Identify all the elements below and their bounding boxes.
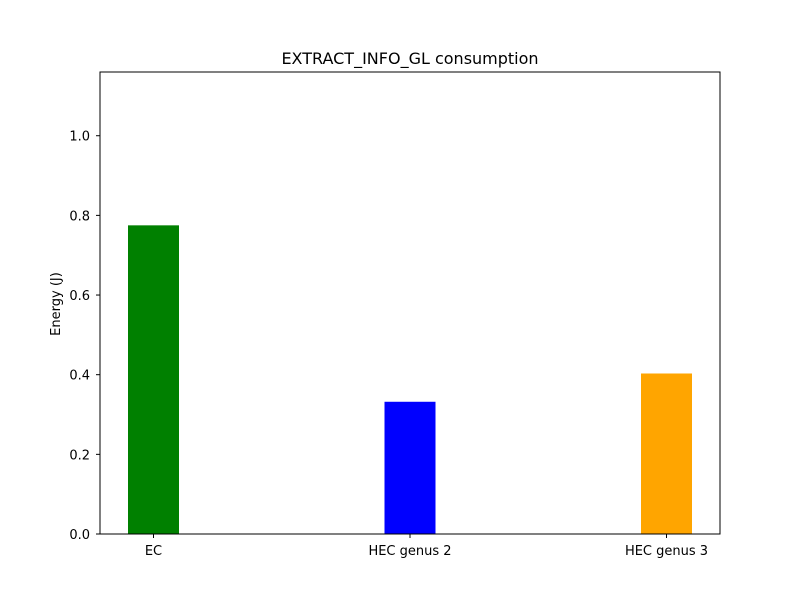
y-tick-label: 0.4 (69, 369, 90, 384)
x-tick-label: EC (145, 544, 162, 559)
chart-title: EXTRACT_INFO_GL consumption (281, 49, 538, 69)
x-tick-label: HEC genus 2 (368, 544, 451, 559)
y-tick-label: 0.2 (69, 448, 90, 463)
y-tick-label: 0.6 (69, 289, 90, 304)
bars-layer (128, 225, 692, 534)
bar-ec (128, 225, 179, 534)
y-tick-label: 0.8 (69, 209, 90, 224)
y-tick-label: 1.0 (69, 130, 90, 145)
ticks-layer: EC HEC genus 2 HEC genus 3 0.0 0.2 0.4 0.6 0.8 1… (69, 130, 708, 559)
y-axis-label: Energy (J) (49, 272, 64, 336)
plot-frame (99, 71, 721, 535)
x-tick-label: HEC genus 3 (625, 544, 708, 559)
y-tick-label: 0.0 (69, 528, 90, 543)
bar-hec-genus-3 (641, 373, 692, 534)
bar-hec-genus-2 (384, 401, 436, 534)
